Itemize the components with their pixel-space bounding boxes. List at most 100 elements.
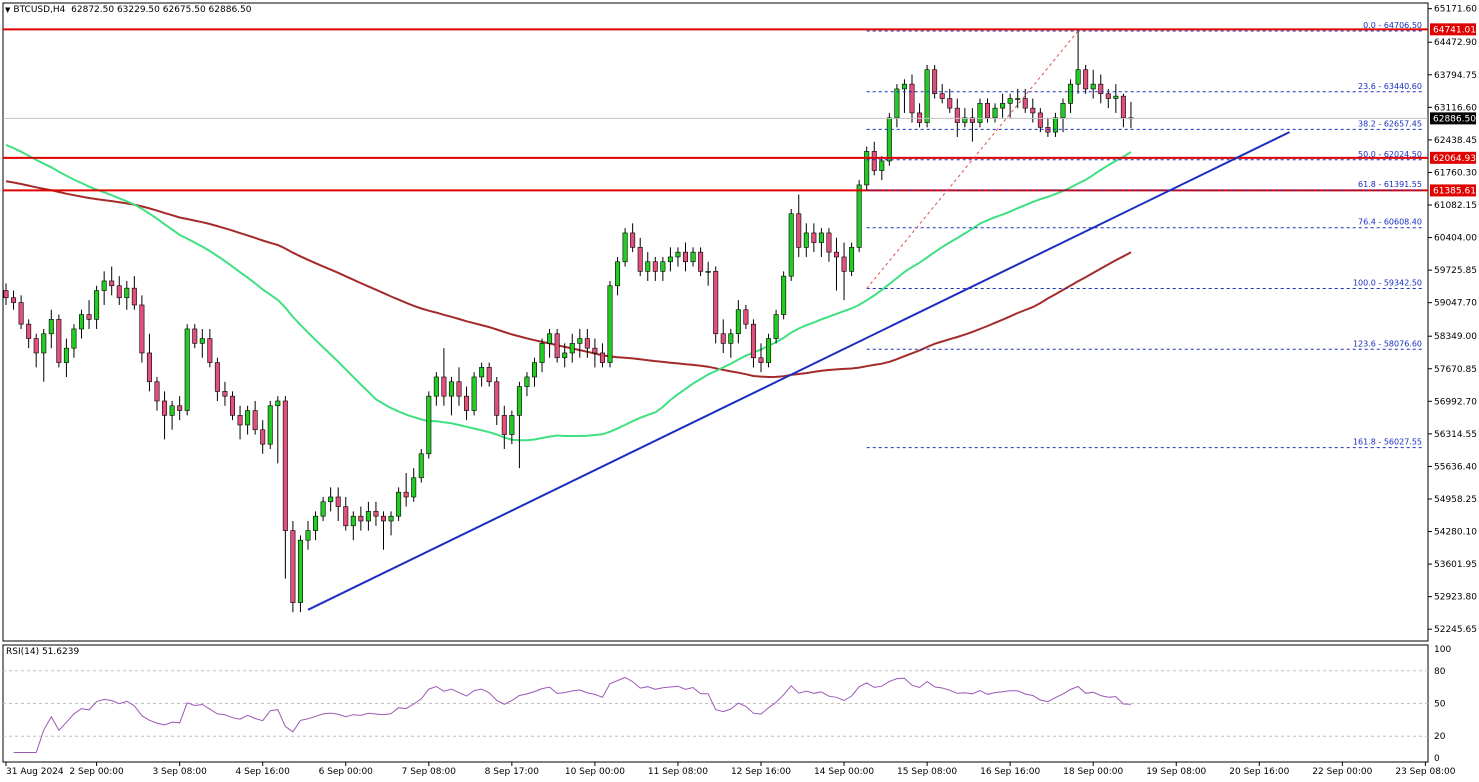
candle[interactable] [411,468,417,502]
candle[interactable] [1000,93,1006,118]
candle[interactable] [864,146,870,190]
candle[interactable] [192,324,198,349]
candle[interactable] [1098,74,1104,104]
candle[interactable] [894,84,900,128]
candle[interactable] [222,381,228,406]
candle[interactable] [969,108,975,142]
candle[interactable] [984,98,990,123]
candle[interactable] [162,391,168,440]
candle[interactable] [547,328,553,358]
candle[interactable] [728,328,734,358]
candle[interactable] [48,309,54,349]
candle[interactable] [501,405,507,449]
candle[interactable] [1090,69,1096,99]
candlestick-series[interactable] [3,28,1134,613]
candle[interactable] [879,156,885,181]
candle[interactable] [977,98,983,128]
candle[interactable] [184,324,190,416]
candle[interactable] [237,405,243,440]
candle[interactable] [479,362,485,387]
candle[interactable] [781,271,787,320]
candle[interactable] [448,376,454,416]
candle[interactable] [169,400,175,430]
candle[interactable] [954,98,960,137]
dropdown-triangle-icon[interactable]: ▼ [5,6,11,14]
candle[interactable] [433,372,439,406]
candle[interactable] [856,180,862,253]
candle[interactable] [652,256,658,281]
candle[interactable] [146,333,152,392]
candle[interactable] [214,357,220,401]
candle[interactable] [682,242,688,272]
candle[interactable] [947,88,953,113]
candle[interactable] [33,333,39,368]
candle[interactable] [584,328,590,358]
candle[interactable] [833,237,839,291]
candle[interactable] [320,496,326,521]
candle[interactable] [607,280,613,368]
candle[interactable] [418,448,424,483]
candle[interactable] [343,496,349,531]
candle[interactable] [56,314,62,368]
candle[interactable] [645,252,651,281]
candle[interactable] [79,309,85,339]
candle[interactable] [705,261,711,286]
candle[interactable] [698,247,704,277]
candle[interactable] [464,386,470,421]
candle[interactable] [305,520,311,550]
candle[interactable] [124,280,130,310]
candle[interactable] [252,400,258,435]
candle[interactable] [637,237,643,277]
candle[interactable] [260,420,266,454]
candle[interactable] [1030,98,1036,123]
candle[interactable] [509,410,515,445]
candle[interactable] [335,487,341,521]
candle[interactable] [569,333,575,363]
candle[interactable] [109,266,115,296]
candle[interactable] [667,247,673,272]
candle[interactable] [365,501,371,531]
candle[interactable] [758,343,764,373]
candle[interactable] [924,64,930,128]
candle[interactable] [750,319,756,368]
candle[interactable] [849,242,855,277]
candle[interactable] [1007,93,1013,118]
candle[interactable] [471,372,477,416]
candle[interactable] [380,511,386,550]
candle[interactable] [290,520,296,613]
candle[interactable] [456,367,462,406]
candle[interactable] [1068,79,1074,113]
candle[interactable] [3,283,9,305]
candle[interactable] [1075,28,1081,94]
candle[interactable] [992,103,998,123]
candle[interactable] [735,300,741,344]
candle[interactable] [267,400,273,449]
candle[interactable] [313,511,319,541]
candle[interactable] [426,391,432,459]
candle[interactable] [932,64,938,99]
candle[interactable] [1037,108,1043,133]
candle[interactable] [962,108,968,128]
candle[interactable] [101,271,107,305]
candle[interactable] [1128,101,1134,129]
candle[interactable] [660,256,666,281]
candle[interactable] [403,472,409,507]
candle[interactable] [788,208,794,281]
candle[interactable] [622,228,628,267]
candle[interactable] [1113,84,1119,113]
candle[interactable] [675,247,681,267]
candle[interactable] [1045,117,1051,137]
candle[interactable] [207,328,213,368]
candle[interactable] [743,304,749,329]
candle[interactable] [41,328,47,382]
candle[interactable] [577,328,583,358]
candle[interactable] [1120,93,1126,128]
candle[interactable] [18,295,24,329]
candle[interactable] [516,381,522,469]
candle[interactable] [131,276,137,310]
candle[interactable] [539,338,545,373]
candle[interactable] [71,324,77,358]
candle[interactable] [116,276,122,305]
candle[interactable] [297,535,303,613]
